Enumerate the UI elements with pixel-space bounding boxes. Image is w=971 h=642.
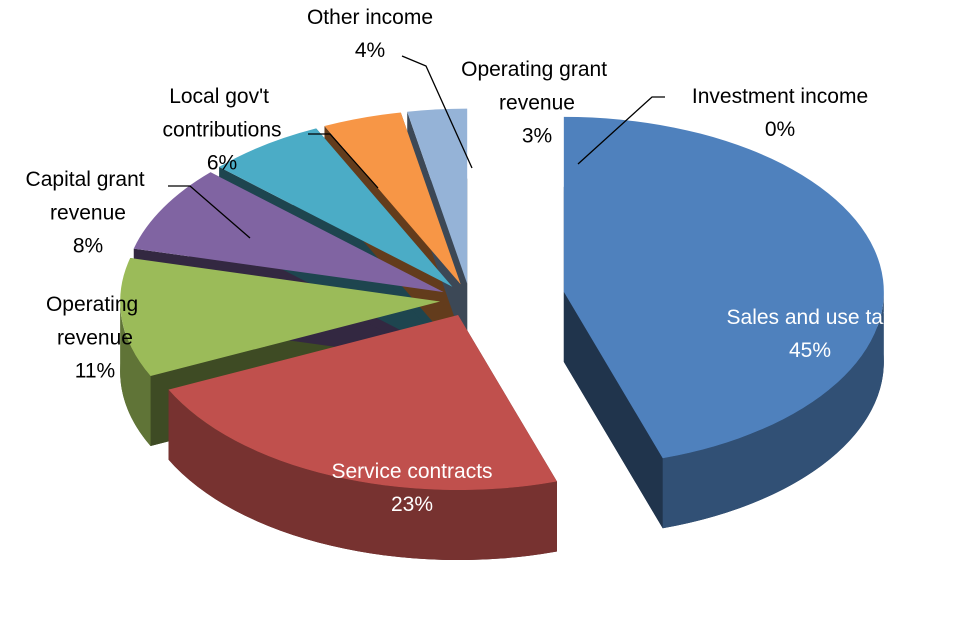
- slice: [168, 315, 557, 491]
- slice: [120, 258, 441, 377]
- category-label: Operating grant revenue: [461, 58, 613, 115]
- slice-outer-wall: [168, 389, 557, 561]
- value-label: 4%: [355, 39, 385, 62]
- value-label: 23%: [391, 493, 433, 516]
- value-label: 8%: [73, 235, 103, 258]
- slice: [563, 116, 884, 459]
- category-label: Local gov't contributions: [162, 85, 281, 142]
- category-label: Capital grant revenue: [26, 168, 151, 225]
- outer-walls: [120, 291, 884, 561]
- category-label: Other income: [307, 6, 433, 29]
- category-label: Sales and use tax: [727, 306, 894, 329]
- tops: [120, 108, 884, 491]
- slice: [133, 172, 444, 293]
- leader-line: [168, 185, 251, 239]
- value-label: 6%: [207, 152, 237, 175]
- category-label: Investment income: [692, 85, 868, 108]
- slice: [407, 108, 468, 284]
- slice: [324, 112, 461, 285]
- value-label: 0%: [765, 118, 795, 141]
- slice-outer-wall: [120, 301, 151, 447]
- category-label: Operating revenue: [46, 293, 144, 350]
- leader-line: [577, 96, 665, 165]
- category-label: Service contracts: [331, 460, 492, 483]
- value-label: 11%: [75, 360, 115, 383]
- value-label: 45%: [789, 339, 831, 362]
- value-label: 3%: [522, 125, 552, 148]
- slice-outer-wall: [662, 291, 884, 529]
- slice: [219, 128, 453, 287]
- slice-radial-wall: [563, 291, 663, 529]
- leader-line: [401, 55, 473, 169]
- leader-line: [308, 133, 379, 189]
